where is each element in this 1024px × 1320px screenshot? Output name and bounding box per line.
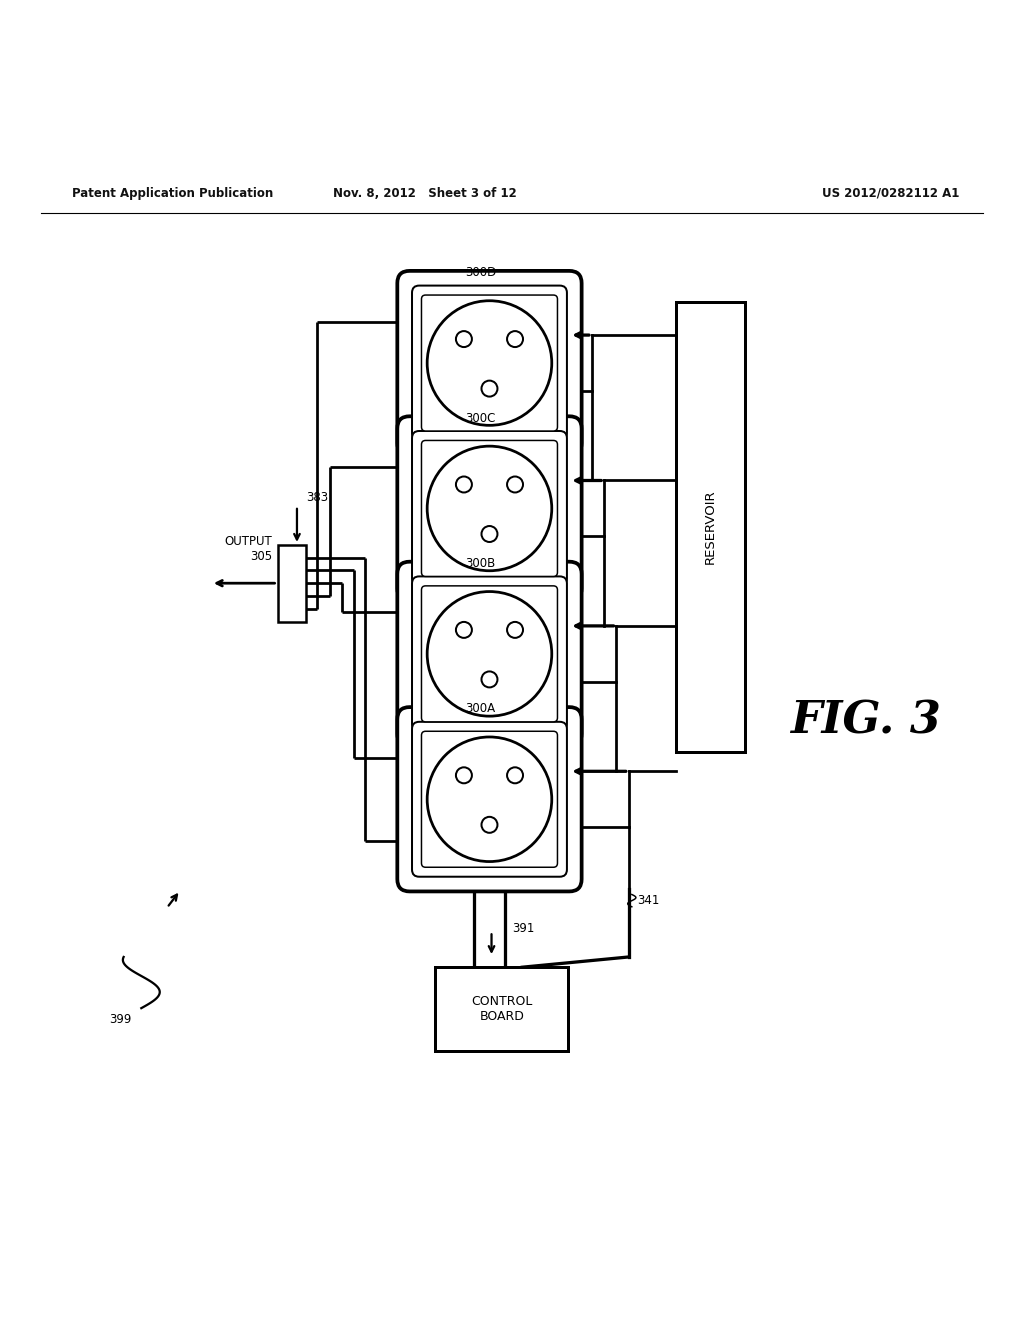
Text: Nov. 8, 2012   Sheet 3 of 12: Nov. 8, 2012 Sheet 3 of 12 (333, 186, 517, 199)
FancyBboxPatch shape (397, 562, 582, 746)
Text: 300A: 300A (466, 702, 496, 715)
FancyBboxPatch shape (412, 432, 567, 586)
FancyBboxPatch shape (422, 441, 557, 577)
Bar (676, 301, 745, 752)
FancyBboxPatch shape (412, 285, 567, 441)
Text: Patent Application Publication: Patent Application Publication (72, 186, 273, 199)
FancyBboxPatch shape (397, 416, 582, 601)
Text: US 2012/0282112 A1: US 2012/0282112 A1 (822, 186, 959, 199)
FancyBboxPatch shape (422, 296, 557, 432)
FancyBboxPatch shape (412, 577, 567, 731)
FancyBboxPatch shape (422, 731, 557, 867)
Text: 300D: 300D (466, 267, 497, 279)
Bar (435, 968, 568, 1051)
Text: 341: 341 (637, 895, 659, 907)
FancyBboxPatch shape (397, 271, 582, 455)
Text: RESERVOIR: RESERVOIR (705, 490, 717, 564)
Text: 391: 391 (512, 921, 535, 935)
Text: CONTROL
BOARD: CONTROL BOARD (471, 995, 532, 1023)
Text: 383: 383 (306, 491, 329, 504)
FancyBboxPatch shape (422, 586, 557, 722)
Text: FIG. 3: FIG. 3 (790, 700, 941, 743)
Text: 300C: 300C (466, 412, 496, 425)
FancyBboxPatch shape (412, 722, 567, 876)
Text: 300B: 300B (466, 557, 496, 570)
Text: OUTPUT
305: OUTPUT 305 (224, 535, 272, 562)
Text: 399: 399 (110, 1014, 132, 1026)
FancyBboxPatch shape (397, 708, 582, 891)
Bar (278, 545, 306, 622)
